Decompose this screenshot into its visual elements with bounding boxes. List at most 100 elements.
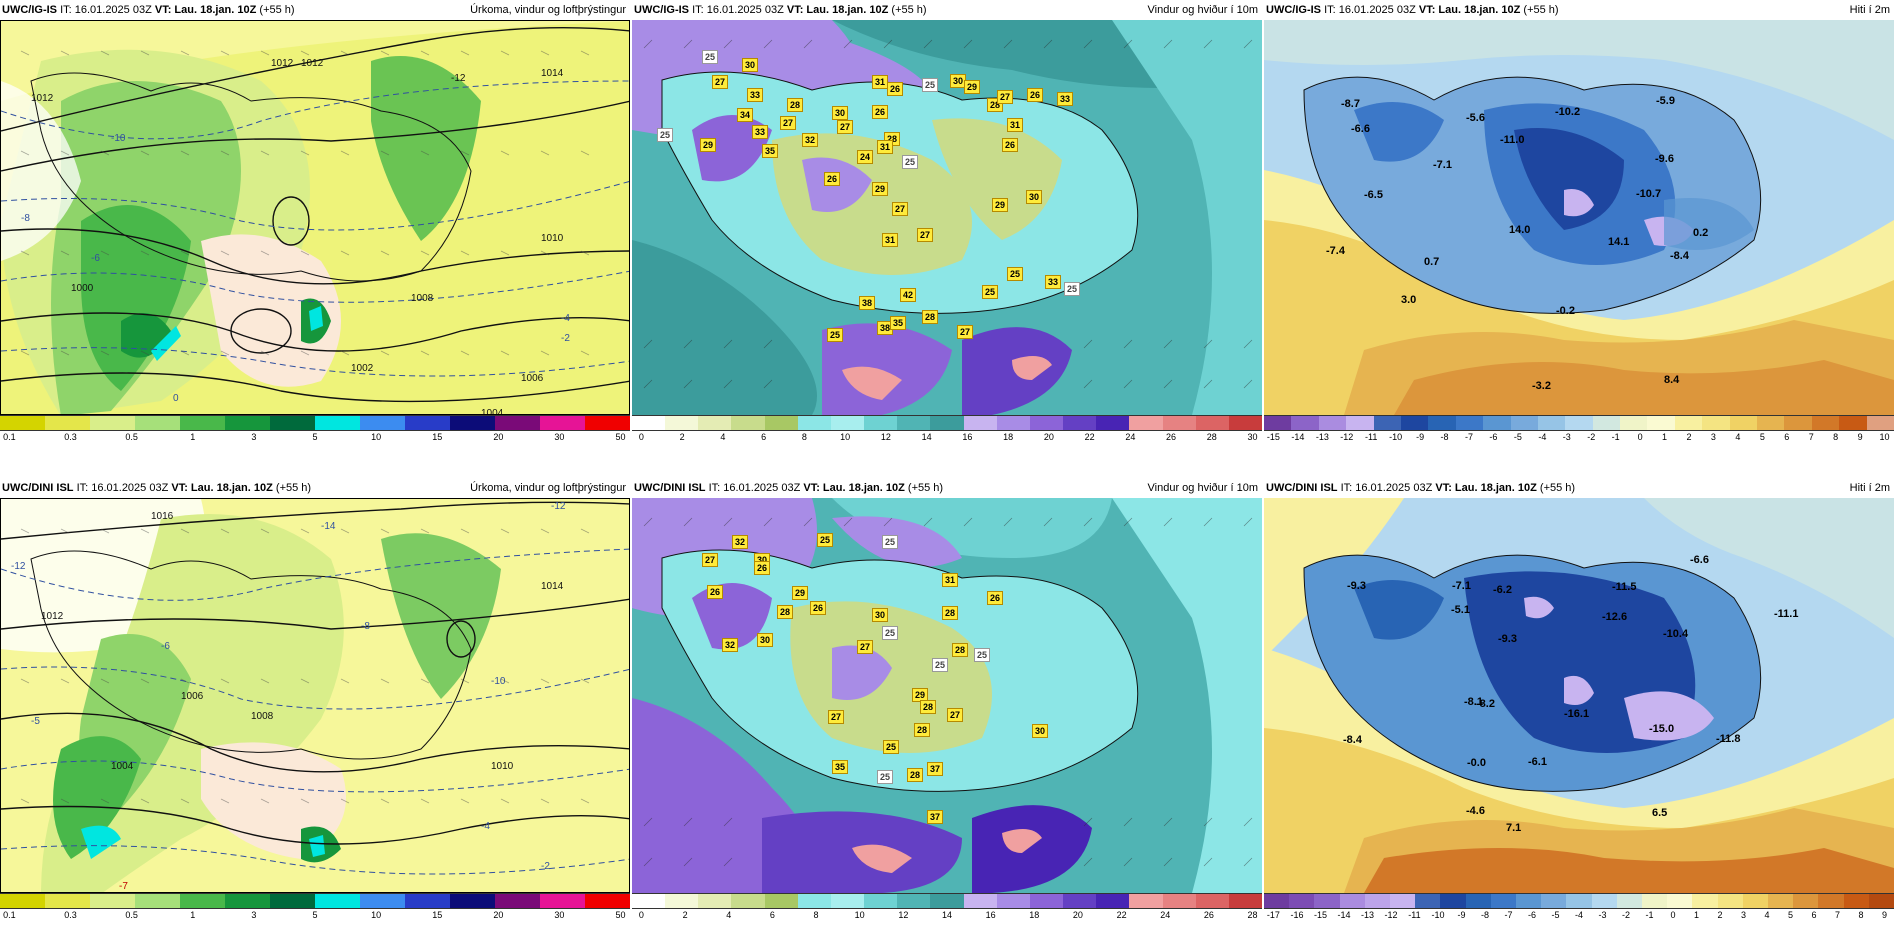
temperature-label: -3.2: [1532, 380, 1551, 392]
gust-label: 26: [987, 591, 1004, 605]
valid-time: VT: Lau. 18.jan. 10Z: [154, 4, 257, 16]
colorbar-tick-label: 7: [1835, 910, 1841, 920]
colorbar-swatch: [225, 416, 270, 430]
colorbar-tick-label: 0.5: [125, 432, 138, 442]
gust-label: 25: [932, 658, 949, 672]
gust-label: 34: [737, 108, 754, 122]
model-name: UWC/DINI ISL: [634, 482, 706, 494]
gust-label: 25: [974, 648, 991, 662]
panel-title: Úrkoma, vindur og loftþrýstingur: [470, 4, 626, 16]
forecast-offset: (+55 h): [275, 482, 312, 494]
colorbar-swatch: [1063, 894, 1097, 908]
svg-text:1006: 1006: [521, 373, 544, 384]
colorbar-swatch: [0, 416, 45, 430]
panel-header: UWC/IG-IS IT: 16.01.2025 03Z VT: Lau. 18…: [0, 0, 630, 20]
colorbar-swatch: [764, 894, 798, 908]
gust-label: 28: [920, 700, 937, 714]
svg-text:1004: 1004: [481, 408, 504, 415]
temperature-label: -5.1: [1451, 604, 1470, 616]
colorbar-swatch: [1228, 416, 1262, 430]
colorbar-swatch: [1839, 416, 1867, 430]
panel-wind-igis: UWC/IG-IS IT: 16.01.2025 03Z VT: Lau. 18…: [632, 0, 1262, 466]
valid-time: VT: Lau. 18.jan. 10Z: [1418, 4, 1521, 16]
colorbar-swatch: [1793, 894, 1819, 908]
colorbar-tick-label: 9: [1857, 432, 1863, 442]
panel-header: UWC/DINI ISL IT: 16.01.2025 03Z VT: Lau.…: [632, 478, 1262, 498]
colorbar-tick-label: 0.1: [3, 910, 16, 920]
temperature-label: -7.4: [1326, 245, 1345, 257]
colorbar-swatch: [1692, 894, 1718, 908]
colorbar-swatch: [1818, 894, 1844, 908]
gust-label: 30: [742, 58, 759, 72]
temperature-label: -8.4: [1670, 250, 1689, 262]
colorbar-swatch: [180, 416, 225, 430]
colorbar-tick-label: -13: [1315, 432, 1329, 442]
gust-label: 27: [857, 640, 874, 654]
svg-text:1008: 1008: [411, 293, 434, 304]
colorbar-tick-label: -5: [1513, 432, 1522, 442]
model-name: UWC/DINI ISL: [2, 482, 74, 494]
gust-label: 28: [922, 310, 939, 324]
colorbar-tick-label: -1: [1611, 432, 1620, 442]
colorbar-tick-label: 10: [840, 432, 851, 442]
colorbar-tick-label: 20: [493, 910, 504, 920]
colorbar-tick-label: -2: [1587, 432, 1596, 442]
colorbar-swatch: [1390, 894, 1416, 908]
gust-label: 25: [1064, 282, 1081, 296]
colorbar-tick-label: 6: [1811, 910, 1817, 920]
svg-text:1014: 1014: [541, 581, 564, 592]
colorbar-tick-label: -17: [1266, 910, 1280, 920]
svg-text:-14: -14: [321, 521, 336, 532]
forecast-offset: (+55 h): [1523, 4, 1559, 16]
colorbar-swatch: [897, 894, 931, 908]
svg-text:-8: -8: [361, 621, 370, 632]
gust-label: 31: [1007, 118, 1024, 132]
gust-label: 27: [917, 228, 934, 242]
temperature-label: -4.6: [1466, 805, 1485, 817]
panel-header: UWC/IG-IS IT: 16.01.2025 03Z VT: Lau. 18…: [1264, 0, 1894, 20]
temp-colorbar-ticks: -17 -16 -15 -14 -13 -12 -11 -10 -9 -8 -7 -6 -5 -4 -3 -2…: [1264, 910, 1894, 924]
colorbar-tick-label: 14: [941, 910, 953, 920]
colorbar-tick-label: 28: [1206, 432, 1217, 442]
precip-colorbar: [0, 893, 630, 909]
temperature-label: -16.1: [1564, 708, 1590, 720]
colorbar-swatch: [45, 416, 90, 430]
colorbar-tick-label: 15: [432, 432, 443, 442]
colorbar-tick-label: 3: [251, 432, 257, 442]
colorbar-swatch: [1591, 894, 1617, 908]
gust-label: 25: [922, 78, 939, 92]
gust-label: 29: [872, 182, 889, 196]
colorbar-swatch: [1566, 894, 1592, 908]
colorbar-tick-label: -12: [1340, 432, 1354, 442]
colorbar-tick-label: 1: [1662, 432, 1668, 442]
colorbar-tick-label: 30: [554, 910, 565, 920]
colorbar-tick-label: 0: [1670, 910, 1676, 920]
colorbar-tick-label: -6: [1489, 432, 1498, 442]
gust-label: 29: [792, 586, 809, 600]
svg-text:1010: 1010: [491, 761, 514, 772]
colorbar-tick-label: 20: [1072, 910, 1083, 920]
gust-label: 27: [837, 120, 854, 134]
colorbar-tick-label: -3: [1598, 910, 1607, 920]
colorbar-tick-label: 5: [1759, 432, 1765, 442]
svg-text:1000: 1000: [71, 283, 94, 294]
valid-time: VT: Lau. 18.jan. 10Z: [786, 4, 889, 16]
colorbar-swatch: [1868, 894, 1895, 908]
gust-label: 33: [747, 88, 764, 102]
colorbar-tick-label: -2: [1621, 910, 1631, 920]
temperature-label: -10.2: [1555, 106, 1581, 118]
colorbar-swatch: [1264, 894, 1290, 908]
colorbar-tick-label: 3: [251, 910, 257, 920]
gust-label: 30: [832, 106, 849, 120]
init-time: IT: 16.01.2025 03Z: [692, 4, 784, 16]
colorbar-tick-label: 0: [1637, 432, 1643, 442]
forecast-offset: (+55 h): [259, 4, 295, 16]
colorbar-swatch: [1314, 894, 1340, 908]
colorbar-tick-label: 6: [1784, 432, 1790, 442]
gust-label: 27: [892, 202, 909, 216]
gust-label: 27: [947, 708, 964, 722]
temperature-label: -6.6: [1351, 123, 1370, 135]
temperature-label: 0.7: [1424, 256, 1440, 268]
gust-label: 26: [887, 82, 904, 96]
temperature-label: -9.6: [1655, 153, 1674, 165]
